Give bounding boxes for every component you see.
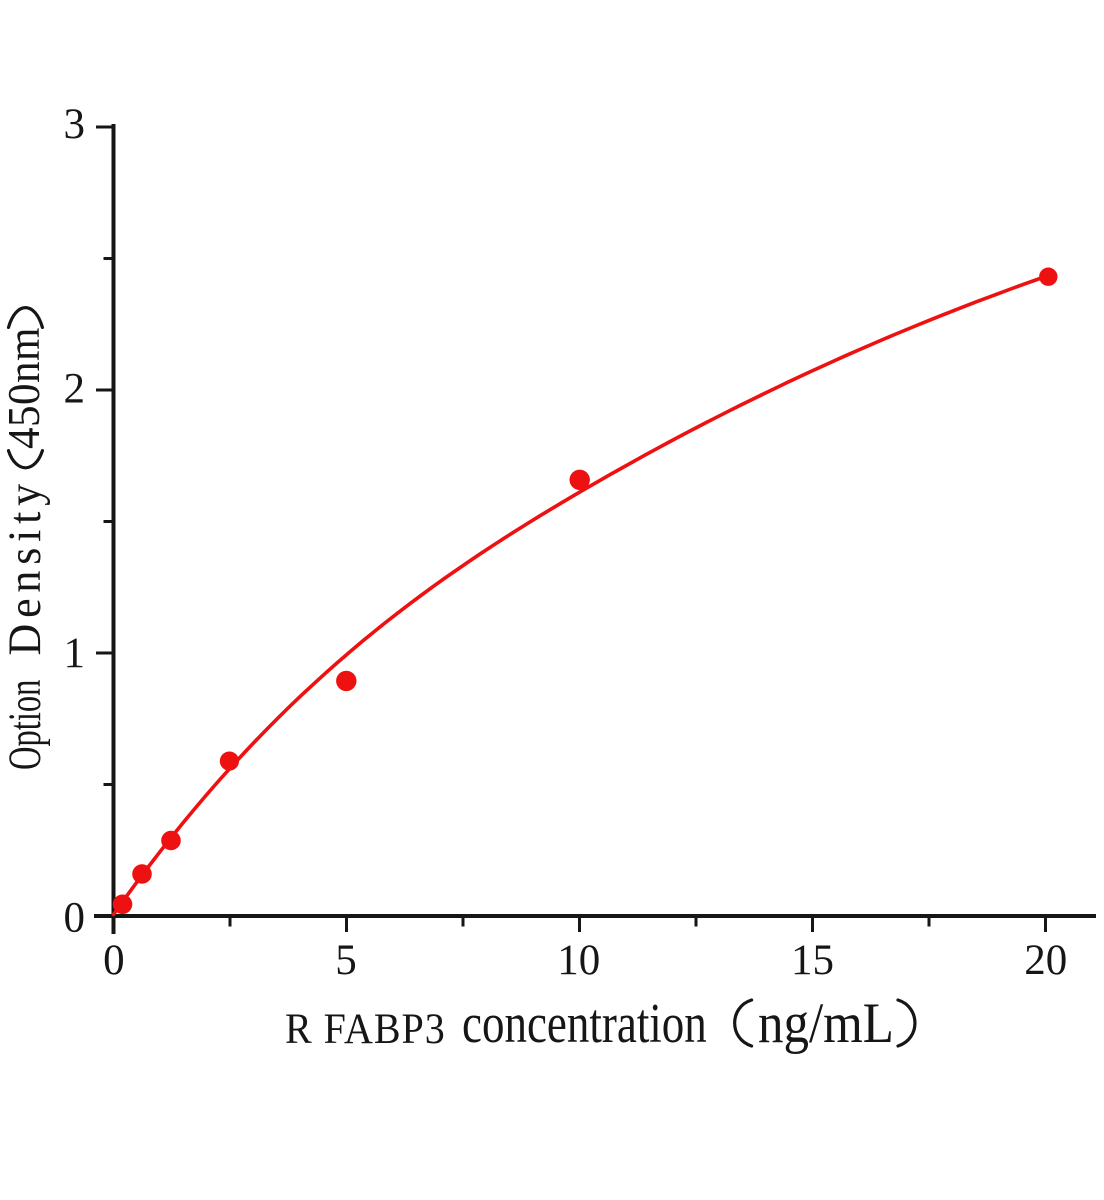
svg-text:0: 0 [103,937,125,984]
svg-text:Density: Density [0,478,50,655]
svg-text:Option: Option [0,680,50,770]
svg-text:0: 0 [64,895,86,942]
svg-text:R FABP3: R FABP3 [285,1006,446,1054]
svg-text:10: 10 [557,937,600,984]
svg-text:concentration: concentration [462,992,707,1054]
svg-text:15: 15 [791,937,834,984]
svg-text:1: 1 [64,630,86,677]
svg-text:2: 2 [64,366,86,413]
svg-text:5: 5 [335,937,357,984]
svg-text:3: 3 [64,101,86,148]
svg-text:20: 20 [1024,937,1067,984]
svg-text:ng/mL: ng/mL [758,991,894,1054]
svg-text:450nm: 450nm [0,327,49,449]
